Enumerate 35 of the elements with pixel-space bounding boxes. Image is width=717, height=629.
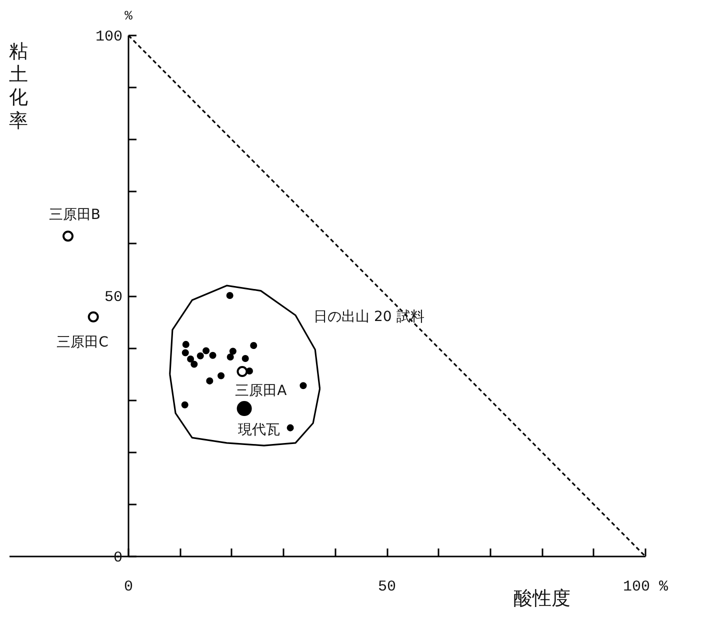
point [196, 352, 204, 360]
point [88, 311, 99, 322]
point [182, 349, 189, 356]
point [209, 352, 216, 359]
text: % [124, 8, 133, 24]
point [242, 355, 249, 362]
point [181, 401, 188, 408]
point [190, 360, 198, 368]
point [218, 372, 225, 380]
y-tick-label: 100 [95, 28, 123, 46]
y-axis-title: 粘土化率 [9, 40, 28, 132]
point [226, 353, 234, 360]
annotation: 現代瓦 [238, 422, 280, 438]
point [229, 348, 236, 355]
annotation: 三原田B [48, 207, 101, 224]
annotation: 日の出山 20 試料 [314, 308, 424, 325]
point [202, 347, 210, 354]
x-tick-label: 0 [124, 578, 134, 596]
point [62, 230, 74, 242]
point [300, 382, 307, 390]
annotation: 三原田C [56, 334, 109, 350]
point [182, 340, 190, 348]
point [236, 366, 248, 378]
x-tick-label: 100 % [622, 578, 669, 596]
point [250, 342, 258, 350]
point [286, 424, 294, 432]
x-tick-label: 50 [378, 578, 396, 596]
point [246, 368, 253, 375]
y-tick-label: 50 [104, 289, 123, 306]
point [226, 292, 234, 299]
point [236, 401, 252, 416]
x-axis-title: 酸性度 [514, 588, 571, 610]
annotation: 三原田A [235, 382, 288, 399]
point [206, 377, 214, 384]
point [187, 356, 194, 363]
